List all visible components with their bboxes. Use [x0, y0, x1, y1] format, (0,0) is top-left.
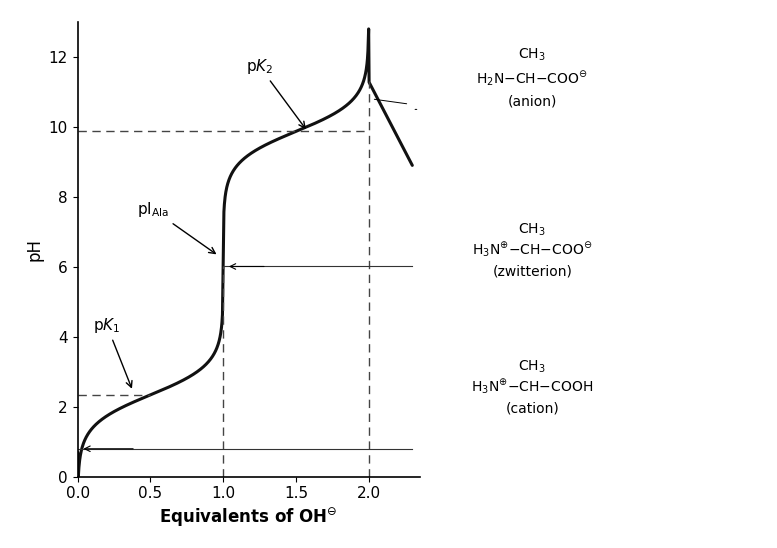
X-axis label: Equivalents of OH$^{\ominus}$: Equivalents of OH$^{\ominus}$ [159, 507, 338, 530]
Text: p$K_2$: p$K_2$ [246, 57, 305, 128]
Text: (cation): (cation) [505, 401, 559, 415]
Text: H$_2$N$-$CH$-$COO$^{\ominus}$: H$_2$N$-$CH$-$COO$^{\ominus}$ [476, 70, 588, 89]
Text: p$K_1$: p$K_1$ [93, 316, 132, 387]
Text: pI$_{\mathrm{Ala}}$: pI$_{\mathrm{Ala}}$ [138, 201, 215, 254]
Text: (anion): (anion) [507, 94, 557, 109]
Text: CH$_3$: CH$_3$ [518, 47, 546, 63]
Text: (zwitterion): (zwitterion) [493, 264, 572, 278]
Text: H$_3$N$^{\oplus}$$-$CH$-$COO$^{\ominus}$: H$_3$N$^{\oplus}$$-$CH$-$COO$^{\ominus}$ [472, 241, 593, 260]
Text: CH$_3$: CH$_3$ [518, 359, 546, 375]
Text: H$_3$N$^{\oplus}$$-$CH$-$COOH: H$_3$N$^{\oplus}$$-$CH$-$COOH [471, 378, 594, 397]
Text: CH$_3$: CH$_3$ [518, 222, 546, 238]
Y-axis label: pH: pH [25, 238, 44, 261]
